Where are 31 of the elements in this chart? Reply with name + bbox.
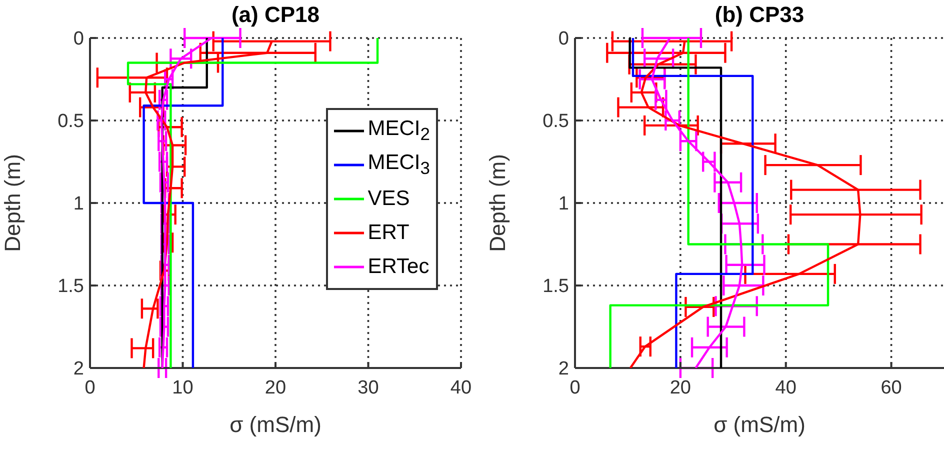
y-tick-label: 0: [558, 28, 569, 50]
x-tick-label: 40: [775, 377, 796, 398]
line-series: [632, 38, 754, 368]
x-tick-label: 20: [264, 377, 286, 398]
y-tick-label: 1: [558, 194, 569, 215]
legend-label: ERTec: [368, 255, 430, 279]
y-tick-label: 1: [73, 194, 84, 215]
x-tick-label: 40: [450, 377, 472, 398]
y-tick-label: 2: [73, 358, 84, 380]
y-axis-title: Depth (m): [484, 154, 510, 252]
legend-label: ERT: [368, 221, 410, 245]
x-tick-label: 10: [172, 377, 194, 398]
legend-label: MECI$_{2}$: [368, 116, 430, 146]
legend-label: MECI$_{3}$: [368, 150, 430, 180]
y-tick-label: 0.5: [542, 111, 569, 132]
line-series: [609, 38, 830, 368]
y-tick-label: 1.5: [542, 276, 569, 298]
legend-label: VES: [368, 187, 410, 211]
chart-title: (a) CP18: [230, 2, 321, 28]
y-axis-title: Depth (m): [0, 154, 25, 252]
x-tick-label: 20: [670, 377, 691, 398]
x-tick-label: 30: [358, 377, 379, 398]
x-axis-title: σ (mS/m): [230, 412, 322, 437]
line-series: [142, 38, 224, 368]
chart-title: (b) CP33: [714, 2, 806, 28]
y-tick-label: 0: [73, 28, 84, 50]
x-tick-label: 60: [880, 377, 902, 398]
x-axis-title: σ (mS/m): [714, 412, 806, 437]
y-tick-label: 1.5: [58, 276, 84, 298]
y-tick-label: 0.5: [58, 111, 84, 132]
y-tick-label: 2: [558, 358, 569, 380]
